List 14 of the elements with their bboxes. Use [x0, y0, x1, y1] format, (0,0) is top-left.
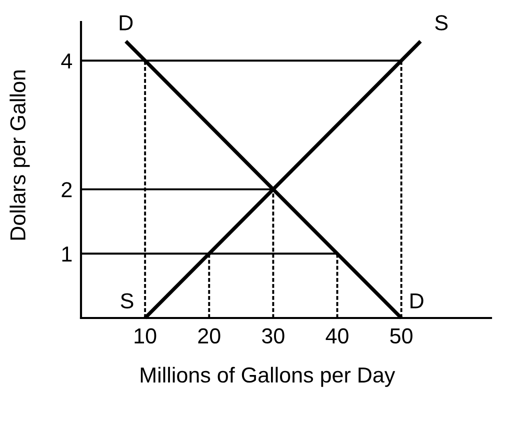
- y-axis-title: Dollars per Gallon: [10, 70, 30, 240]
- series-label: D: [120, 15, 133, 30]
- x-tick-label: 50: [390, 328, 412, 344]
- x-tick-label: 40: [326, 328, 348, 344]
- y-tick-label: 1: [62, 246, 72, 262]
- x-tick-label: 30: [262, 328, 284, 344]
- x-tick-label: 20: [198, 328, 220, 344]
- text: D: [410, 293, 424, 308]
- y-tick-label: 2: [62, 182, 72, 198]
- y-tick-label: 4: [61, 54, 72, 68]
- series-label: S: [120, 293, 134, 308]
- x-tick-label: 10: [134, 328, 156, 344]
- text: S: [435, 15, 448, 30]
- x-axis-title: Millions of Gallons per Day: [140, 366, 396, 387]
